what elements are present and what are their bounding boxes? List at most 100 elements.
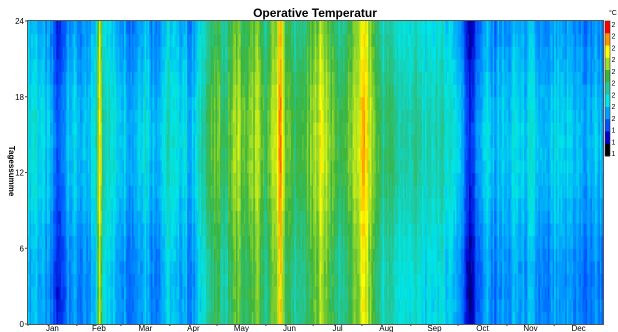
heatmap-cell — [56, 147, 59, 161]
heatmap-cell — [347, 21, 350, 35]
heatmap-cell — [46, 248, 50, 262]
heatmap-cell — [48, 273, 51, 287]
heatmap-cell — [100, 46, 103, 60]
heatmap-cell — [330, 298, 333, 312]
heatmap-cell — [73, 58, 76, 73]
heatmap-cell — [245, 71, 248, 85]
heatmap-cell — [224, 33, 228, 47]
heatmap-cell — [86, 223, 89, 237]
heatmap-cell — [108, 172, 111, 186]
heatmap-cell — [146, 286, 149, 300]
heatmap-cell — [229, 159, 232, 174]
heatmap-cell — [253, 197, 256, 211]
heatmap-cell — [204, 172, 207, 186]
heatmap-cell — [223, 298, 226, 312]
heatmap-cell — [102, 159, 105, 174]
heatmap-cell — [292, 210, 295, 224]
heatmap-cell — [333, 21, 336, 35]
heatmap-cell — [79, 46, 83, 60]
heatmap-cell — [51, 58, 54, 73]
heatmap-cell — [251, 260, 254, 275]
heatmap-cell — [246, 197, 250, 211]
heatmap-cell — [283, 185, 286, 199]
heatmap-cell — [62, 134, 65, 148]
heatmap-cell — [240, 248, 243, 262]
heatmap-cell — [81, 109, 84, 123]
heatmap-cell — [102, 197, 105, 211]
heatmap-cell — [259, 134, 262, 148]
heatmap-cell — [194, 185, 198, 199]
heatmap-cell — [113, 311, 116, 325]
heatmap-cell — [172, 71, 176, 85]
heatmap-cell — [56, 260, 59, 275]
heatmap-cell — [291, 71, 294, 85]
heatmap-cell — [40, 58, 43, 73]
heatmap-cell — [292, 260, 295, 275]
heatmap-cell — [111, 21, 114, 35]
heatmap-cell — [316, 260, 319, 275]
heatmap-cell — [286, 210, 289, 224]
heatmap-cell — [131, 185, 135, 199]
heatmap-cell — [287, 96, 291, 110]
heatmap-cell — [106, 298, 109, 312]
heatmap-cell — [76, 298, 80, 312]
heatmap-cell — [292, 248, 295, 262]
heatmap-cell — [191, 311, 195, 325]
heatmap-cell — [117, 21, 120, 35]
heatmap-cell — [262, 273, 265, 287]
heatmap-cell — [269, 147, 272, 161]
heatmap-cell — [50, 109, 53, 123]
heatmap-cell — [83, 286, 86, 300]
heatmap-cell — [324, 248, 327, 262]
heatmap-cell — [346, 223, 349, 237]
heatmap-cell — [264, 134, 267, 148]
heatmap-cell — [86, 185, 89, 199]
heatmap-cell — [229, 185, 232, 199]
heatmap-cell — [265, 260, 269, 275]
heatmap-cell — [319, 223, 322, 237]
heatmap-cell — [130, 286, 133, 300]
heatmap-cell — [56, 109, 59, 123]
heatmap-cell — [248, 58, 251, 73]
heatmap-cell — [91, 159, 94, 174]
heatmap-cell — [160, 172, 163, 186]
heatmap-cell — [346, 235, 349, 249]
heatmap-cell — [42, 286, 45, 300]
heatmap-cell — [207, 248, 210, 262]
heatmap-cell — [314, 147, 317, 161]
heatmap-cell — [133, 210, 136, 224]
heatmap-cell — [335, 159, 338, 174]
heatmap-cell — [292, 172, 295, 186]
heatmap-cell — [218, 298, 221, 312]
heatmap-cell — [131, 223, 135, 237]
heatmap-cell — [128, 286, 131, 300]
heatmap-cell — [81, 159, 84, 174]
heatmap-cell — [259, 235, 262, 249]
heatmap-cell — [98, 96, 102, 110]
heatmap-cell — [179, 109, 182, 123]
heatmap-cell — [314, 235, 317, 249]
heatmap-cell — [50, 311, 53, 325]
heatmap-cell — [224, 21, 228, 35]
heatmap-cell — [139, 185, 143, 199]
heatmap-cell — [302, 311, 305, 325]
heatmap-cell — [269, 122, 272, 136]
heatmap-cell — [294, 159, 297, 174]
heatmap-cell — [158, 21, 161, 35]
heatmap-cell — [328, 197, 332, 211]
heatmap-cell — [54, 185, 57, 199]
heatmap-cell — [166, 58, 169, 73]
heatmap-cell — [333, 134, 336, 148]
heatmap-cell — [243, 260, 246, 275]
heatmap-cell — [131, 248, 135, 262]
heatmap-cell — [314, 84, 317, 98]
heatmap-cell — [343, 286, 346, 300]
heatmap-cell — [168, 134, 171, 148]
heatmap-cell — [86, 109, 89, 123]
heatmap-cell — [328, 46, 332, 60]
heatmap-cell — [300, 122, 303, 136]
heatmap-cell — [316, 210, 319, 224]
heatmap-cell — [43, 235, 46, 249]
heatmap-cell — [251, 223, 254, 237]
heatmap-cell — [303, 286, 306, 300]
